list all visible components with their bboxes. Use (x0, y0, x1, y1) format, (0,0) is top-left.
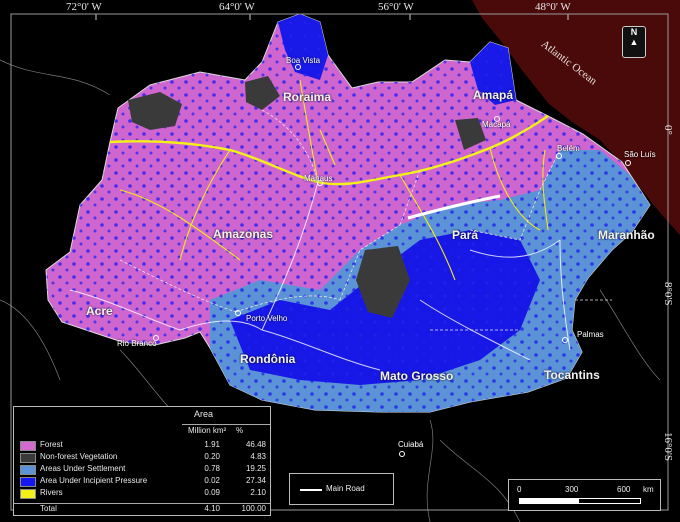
legend-percent: 2.10 (250, 488, 266, 497)
river-tributaries (119, 79, 549, 281)
legend-total-label: Total (40, 504, 57, 513)
coord-56w: 56°0' W (378, 1, 414, 13)
legend-label: Rivers (40, 488, 63, 497)
state-amazonas: Amazonas (213, 227, 274, 241)
legend-title: Area (194, 409, 214, 419)
legend-row-rivers: Rivers 0.09 2.10 (14, 488, 270, 499)
scale-bar: 0 300 600 km (508, 479, 661, 511)
city-boa-vista: Boa Vista (286, 56, 321, 65)
legend-label: Areas Under Settlement (40, 464, 126, 473)
legend-row-non-forest: Non-forest Vegetation 0.20 4.83 (14, 452, 270, 463)
legend-row-settlement: Areas Under Settlement 0.78 19.25 (14, 464, 270, 475)
scale-tick-300: 300 (565, 485, 579, 494)
legend-total-million: 4.10 (204, 504, 220, 513)
scale-bar-fill (519, 498, 579, 504)
city-cuiaba: Cuiabá (398, 440, 424, 449)
country-borders (0, 59, 661, 522)
coord-48w: 48°0' W (535, 1, 571, 13)
legend-percent: 27.34 (245, 476, 266, 485)
city-palmas: Palmas (577, 330, 604, 339)
scale-tick-0: 0 (517, 485, 522, 494)
scale-tick-600: 600 (617, 485, 631, 494)
state-maranhao: Maranhão (598, 228, 655, 242)
north-label: N (630, 27, 638, 37)
state-mato-grosso: Mato Grosso (380, 369, 454, 383)
city-sao-luis: São Luís (624, 150, 656, 159)
legend-million: 1.91 (204, 440, 220, 449)
city-macapa: Macapá (482, 120, 511, 129)
state-amapa: Amapá (473, 88, 514, 102)
state-rondonia: Rondônia (240, 352, 296, 366)
legend-percent: 19.25 (245, 464, 266, 473)
legend-swatch-settlement (20, 465, 36, 475)
state-tocantins: Tocantins (544, 368, 600, 382)
legend-swatch-non-forest (20, 453, 36, 463)
non-forest-vegetation (128, 76, 486, 318)
legend-label: Area Under Incipient Pressure (40, 476, 148, 485)
city-rio-branco: Rio Branco (117, 339, 157, 348)
legend-row-pressure: Area Under Incipient Pressure 0.02 27.34 (14, 476, 270, 487)
road-line-sample (300, 489, 322, 491)
river-white-streak (407, 194, 501, 220)
legend-unit-million: Million km² (188, 426, 227, 435)
legend-total-rule (14, 503, 270, 504)
legend-million: 0.20 (204, 452, 220, 461)
legend: Area Million km² % Forest 1.91 46.48 Non… (13, 406, 271, 516)
city-manaus: Manaus (304, 174, 333, 183)
legend-unit-percent: % (236, 426, 244, 435)
coord-8s: 8°0'S (662, 282, 674, 306)
atlantic-ocean (472, 0, 680, 235)
legend-million: 0.02 (204, 476, 220, 485)
legend-label: Non-forest Vegetation (40, 452, 118, 461)
scale-unit: km (643, 485, 654, 494)
legend-percent: 4.83 (250, 452, 266, 461)
legend-swatch-rivers (20, 489, 36, 499)
coord-64w: 64°0' W (219, 1, 255, 13)
north-arrow: N ▲ (622, 26, 646, 58)
legend-header-rule (182, 424, 270, 425)
state-borders (119, 109, 612, 331)
legend-total-percent: 100.00 (241, 504, 266, 513)
legend-million: 0.09 (204, 488, 220, 497)
legend-label: Forest (40, 440, 63, 449)
city-markers (153, 64, 631, 457)
north-arrow-icon: ▲ (629, 37, 639, 47)
road-legend-label: Main Road (326, 484, 365, 493)
state-para: Pará (452, 228, 479, 242)
road-legend: Main Road (289, 473, 394, 505)
state-acre: Acre (86, 304, 113, 318)
legend-percent: 46.48 (245, 440, 266, 449)
coord-72w: 72°0' W (66, 1, 102, 13)
city-porto-velho: Porto Velho (246, 314, 288, 323)
amazon-river (109, 115, 549, 186)
coord-16s: 16°0'S (662, 432, 674, 461)
state-roraima: Roraima (283, 90, 332, 104)
city-belem: Belém (557, 144, 580, 153)
coord-0: 0° (662, 125, 674, 135)
legend-million: 0.78 (204, 464, 220, 473)
legend-swatch-pressure (20, 477, 36, 487)
legend-row-total: Total 4.10 100.00 (14, 504, 270, 515)
legend-swatch-forest (20, 441, 36, 451)
legend-row-forest: Forest 1.91 46.48 (14, 440, 270, 451)
main-roads (69, 181, 571, 371)
